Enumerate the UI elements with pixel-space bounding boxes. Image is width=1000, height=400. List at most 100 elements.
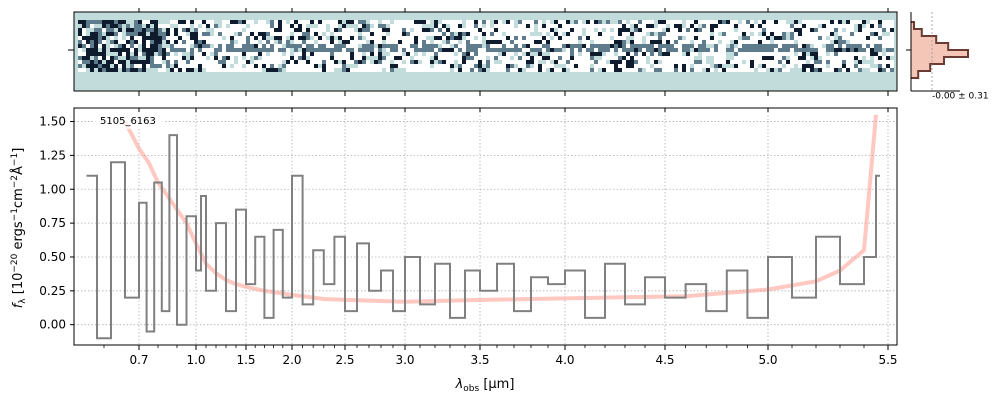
heat-cell: [326, 44, 330, 48]
heat-cell: [122, 24, 126, 28]
heat-cell: [846, 56, 850, 60]
heat-cell: [426, 40, 430, 44]
heat-cell: [566, 64, 570, 68]
heat-cell: [662, 44, 666, 48]
heat-cell: [550, 20, 554, 24]
heat-cell: [442, 52, 446, 56]
heat-cell: [118, 52, 122, 56]
heat-cell: [870, 24, 874, 28]
heat-cell: [166, 52, 170, 56]
heat-cell: [258, 64, 262, 68]
heat-cell: [550, 56, 554, 60]
heat-cell: [382, 68, 386, 72]
heat-cell: [786, 20, 790, 24]
heat-cell: [706, 28, 710, 32]
heat-cell: [114, 28, 118, 32]
heat-cell: [534, 52, 538, 56]
heat-cell: [730, 68, 734, 72]
heat-cell: [154, 56, 158, 60]
heat-cell: [82, 68, 86, 72]
heat-cell: [178, 36, 182, 40]
heat-cell: [514, 20, 518, 24]
heat-cell: [358, 40, 362, 44]
heat-cell: [450, 52, 454, 56]
heat-cell: [246, 20, 250, 24]
heat-cell: [826, 40, 830, 44]
heat-cell: [622, 32, 626, 36]
heat-cell: [166, 68, 170, 72]
heat-cell: [798, 64, 802, 68]
heat-cell: [186, 36, 190, 40]
heat-cell: [754, 40, 758, 44]
heat-cell: [734, 20, 738, 24]
heat-cell: [550, 60, 554, 64]
y-tick-label: 0.00: [39, 318, 66, 332]
heat-cell: [306, 48, 310, 52]
heat-cell: [606, 68, 610, 72]
heat-cell: [174, 28, 178, 32]
heat-cell: [850, 24, 854, 28]
heat-cell: [766, 32, 770, 36]
heat-cell: [874, 48, 878, 52]
heat-cell: [862, 36, 866, 40]
heat-cell: [538, 68, 542, 72]
heat-cell: [850, 32, 854, 36]
heat-cell: [274, 48, 278, 52]
heat-cell: [174, 64, 178, 68]
heat-cell: [518, 44, 522, 48]
heat-cell: [202, 32, 206, 36]
heat-cell: [274, 44, 278, 48]
heat-cell: [854, 20, 858, 24]
heat-cell: [890, 56, 894, 60]
heat-cell: [462, 56, 466, 60]
heat-cell: [754, 36, 758, 40]
heat-cell: [570, 20, 574, 24]
heat-cell: [566, 44, 570, 48]
heat-cell: [770, 48, 774, 52]
heat-cell: [226, 44, 230, 48]
heat-cell: [794, 24, 798, 28]
heat-cell: [778, 48, 782, 52]
heat-cell: [634, 40, 638, 44]
heat-cell: [594, 60, 598, 64]
heat-cell: [738, 64, 742, 68]
heat-cell: [214, 36, 218, 40]
heat-cell: [434, 44, 438, 48]
heat-cell: [882, 60, 886, 64]
heat-cell: [778, 32, 782, 36]
heat-cell: [330, 36, 334, 40]
heat-cell: [574, 32, 578, 36]
heat-cell: [430, 20, 434, 24]
heat-cell: [102, 52, 106, 56]
heat-cell: [602, 24, 606, 28]
heat-cell: [374, 64, 378, 68]
heat-cell: [882, 52, 886, 56]
heat-cell: [202, 24, 206, 28]
heat-cell: [666, 32, 670, 36]
heat-cell: [102, 36, 106, 40]
heat-cell: [754, 52, 758, 56]
heat-cell: [598, 56, 602, 60]
heat-cell: [650, 48, 654, 52]
heat-cell: [194, 44, 198, 48]
heat-cell: [514, 36, 518, 40]
heat-cell: [582, 28, 586, 32]
heat-cell: [226, 48, 230, 52]
heat-cell: [490, 64, 494, 68]
heat-cell: [686, 52, 690, 56]
heat-cell: [494, 52, 498, 56]
heat-cell: [870, 68, 874, 72]
heat-cell: [634, 48, 638, 52]
heat-cell: [110, 60, 114, 64]
heat-cell: [550, 28, 554, 32]
heat-cell: [850, 64, 854, 68]
heat-cell: [850, 52, 854, 56]
heat-cell: [394, 32, 398, 36]
heat-cell: [90, 20, 94, 24]
heat-cell: [478, 60, 482, 64]
x-tick-label: 5.5: [878, 353, 897, 367]
heat-cell: [766, 40, 770, 44]
heat-cell: [386, 40, 390, 44]
heat-cell: [834, 24, 838, 28]
heat-cell: [770, 68, 774, 72]
